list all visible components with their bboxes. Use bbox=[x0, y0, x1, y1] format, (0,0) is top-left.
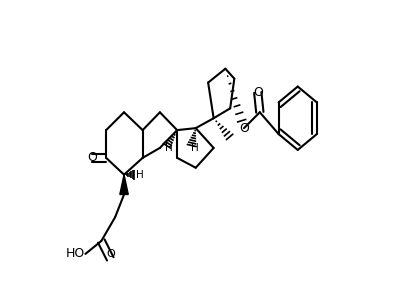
Text: H: H bbox=[136, 170, 144, 180]
Text: HO: HO bbox=[66, 247, 85, 260]
Text: H: H bbox=[165, 143, 173, 153]
Text: H: H bbox=[191, 143, 199, 153]
Text: O: O bbox=[253, 86, 263, 99]
Text: O: O bbox=[239, 122, 249, 135]
Text: O: O bbox=[87, 151, 97, 164]
Text: O: O bbox=[106, 249, 115, 259]
Polygon shape bbox=[120, 175, 128, 195]
